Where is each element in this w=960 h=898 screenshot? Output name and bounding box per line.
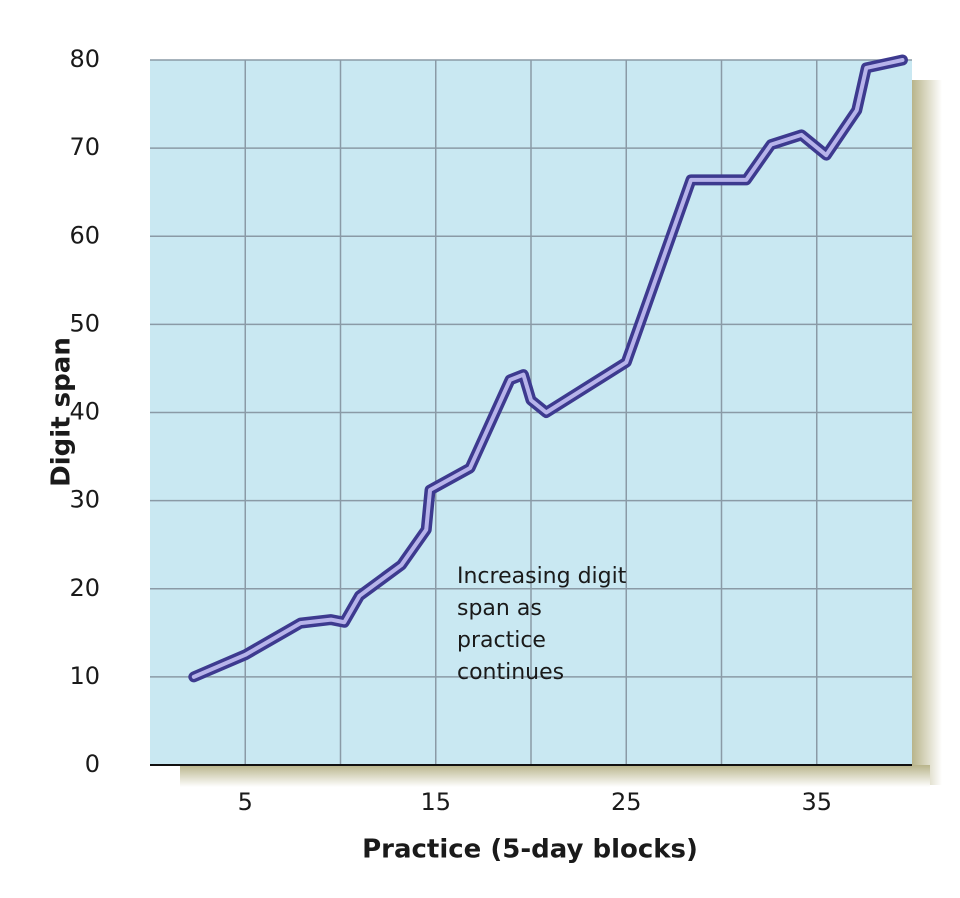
x-tick-label: 35 [801, 788, 832, 816]
y-tick-label: 30 [69, 486, 100, 514]
y-tick-label: 50 [69, 309, 100, 337]
y-tick-label: 60 [69, 221, 100, 249]
annotation: practice [457, 628, 546, 653]
x-axis-title: Practice (5-day blocks) [362, 835, 698, 865]
x-tick-label: 5 [238, 788, 253, 816]
x-tick-label: 25 [611, 788, 642, 816]
line-highlight [191, 58, 905, 679]
shadow [180, 765, 930, 787]
y-axis-title: Digit span [47, 337, 77, 487]
y-tick-label: 0 [85, 750, 100, 778]
annotation: span as [457, 596, 542, 621]
annotation: continues [457, 660, 564, 685]
x-tick-label: 15 [420, 788, 451, 816]
y-tick-label: 40 [69, 398, 100, 426]
y-tick-label: 70 [69, 133, 100, 161]
y-tick-label: 10 [69, 662, 100, 690]
shadow [912, 80, 942, 785]
y-tick-label: 80 [69, 45, 100, 73]
annotation: Increasing digit [457, 564, 627, 589]
y-tick-label: 20 [69, 574, 100, 602]
